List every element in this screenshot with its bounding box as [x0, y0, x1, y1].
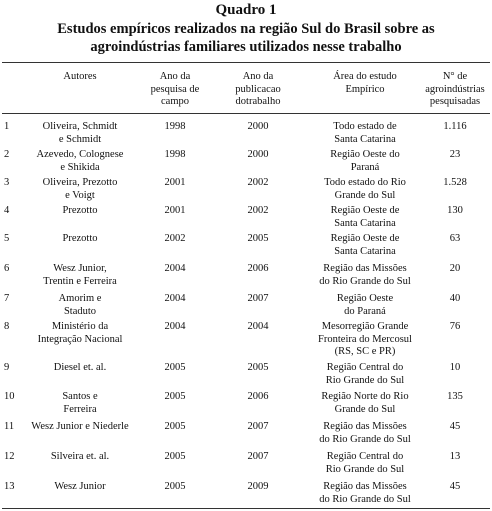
study-area: Região das Missões do Rio Grande do Sul	[319, 421, 411, 445]
study-area: Mesorregião Grande Fronteira do Mercosul…	[318, 321, 412, 357]
study-area: Região Oeste de Santa Catarina	[330, 233, 400, 257]
publication-year: 2000	[247, 149, 269, 160]
column-header: Área do estudo Empírico	[333, 71, 397, 95]
row-index: 11	[4, 421, 15, 432]
count: 63	[449, 233, 461, 244]
count: 10	[449, 362, 461, 373]
count: 135	[447, 391, 463, 402]
author: Amorim e Staduto	[58, 293, 102, 317]
author: Diesel et. al.	[53, 362, 107, 373]
row-index: 12	[4, 451, 15, 462]
column-header: Autores	[63, 71, 97, 82]
publication-year: 2006	[247, 263, 269, 274]
row-index: 2	[4, 149, 10, 160]
publication-year: 2002	[247, 205, 269, 216]
survey-year: 2005	[164, 481, 186, 492]
publication-year: 2004	[247, 321, 269, 332]
survey-year: 2005	[164, 421, 186, 432]
publication-year: 2005	[247, 362, 269, 373]
count: 1.116	[443, 121, 467, 132]
author: Wesz Junior	[54, 481, 106, 492]
column-header: N° de agroindústrias pesquisadas	[425, 71, 485, 107]
survey-year: 2005	[164, 391, 186, 402]
study-area: Região das Missões do Rio Grande do Sul	[319, 481, 411, 505]
survey-year: 2001	[164, 205, 186, 216]
title: Quadro 1	[215, 2, 277, 18]
top-rule	[2, 62, 490, 63]
publication-year: 2005	[247, 233, 269, 244]
author: Ministério da Integração Nacional	[37, 321, 123, 345]
publication-year: 2007	[247, 293, 269, 304]
author: Wesz Junior e Niederle	[31, 421, 129, 432]
subtitle: Estudos empíricos realizados na região S…	[57, 21, 435, 55]
survey-year: 2001	[164, 177, 186, 188]
author: Prezotto	[62, 233, 98, 244]
author: Oliveira, Prezotto e Voigt	[42, 177, 118, 201]
row-index: 10	[4, 391, 15, 402]
study-area: Região Central do Rio Grande do Sul	[325, 362, 405, 386]
survey-year: 2005	[164, 451, 186, 462]
study-area: Região Central do Rio Grande do Sul	[325, 451, 405, 475]
survey-year: 2004	[164, 293, 186, 304]
author: Oliveira, Schmidt e Schmidt	[42, 121, 118, 145]
count: 20	[449, 263, 461, 274]
survey-year: 2002	[164, 233, 186, 244]
row-index: 7	[4, 293, 10, 304]
survey-year: 1998	[164, 149, 186, 160]
publication-year: 2009	[247, 481, 269, 492]
count: 45	[449, 421, 461, 432]
row-index: 9	[4, 362, 10, 373]
header-rule	[2, 113, 490, 114]
study-area: Região das Missões do Rio Grande do Sul	[319, 263, 411, 287]
author: Wesz Junior, Trentin e Ferreira	[43, 263, 117, 287]
survey-year: 2004	[164, 321, 186, 332]
count: 40	[449, 293, 461, 304]
row-index: 13	[4, 481, 15, 492]
row-index: 8	[4, 321, 10, 332]
author: Azevedo, Colognese e Shikida	[36, 149, 124, 173]
author: Prezotto	[62, 205, 98, 216]
publication-year: 2007	[247, 451, 269, 462]
survey-year: 2005	[164, 362, 186, 373]
count: 130	[447, 205, 463, 216]
study-area: Região Oeste do Paraná	[330, 149, 400, 173]
row-index: 1	[4, 121, 10, 132]
study-area: Região Oeste do Paraná	[336, 293, 394, 317]
count: 13	[449, 451, 461, 462]
row-index: 4	[4, 205, 10, 216]
survey-year: 1998	[164, 121, 186, 132]
bottom-rule	[2, 508, 490, 509]
publication-year: 2002	[247, 177, 269, 188]
publication-year: 2006	[247, 391, 269, 402]
study-area: Região Norte do Rio Grande do Sul	[321, 391, 409, 415]
row-index: 5	[4, 233, 10, 244]
count: 45	[449, 481, 461, 492]
publication-year: 2007	[247, 421, 269, 432]
author: Santos e Ferreira	[62, 391, 98, 415]
publication-year: 2000	[247, 121, 269, 132]
count: 1.528	[443, 177, 467, 188]
count: 76	[449, 321, 461, 332]
count: 23	[449, 149, 461, 160]
row-index: 6	[4, 263, 10, 274]
survey-year: 2004	[164, 263, 186, 274]
study-area: Região Oeste de Santa Catarina	[330, 205, 400, 229]
study-area: Todo estado do Rio Grande do Sul	[324, 177, 406, 201]
study-area: Todo estado de Santa Catarina	[333, 121, 397, 145]
author: Silveira et. al.	[50, 451, 110, 462]
column-header: Ano da pesquisa de campo	[150, 71, 200, 107]
column-header: Ano da publicacao dotrabalho	[235, 71, 281, 107]
row-index: 3	[4, 177, 10, 188]
